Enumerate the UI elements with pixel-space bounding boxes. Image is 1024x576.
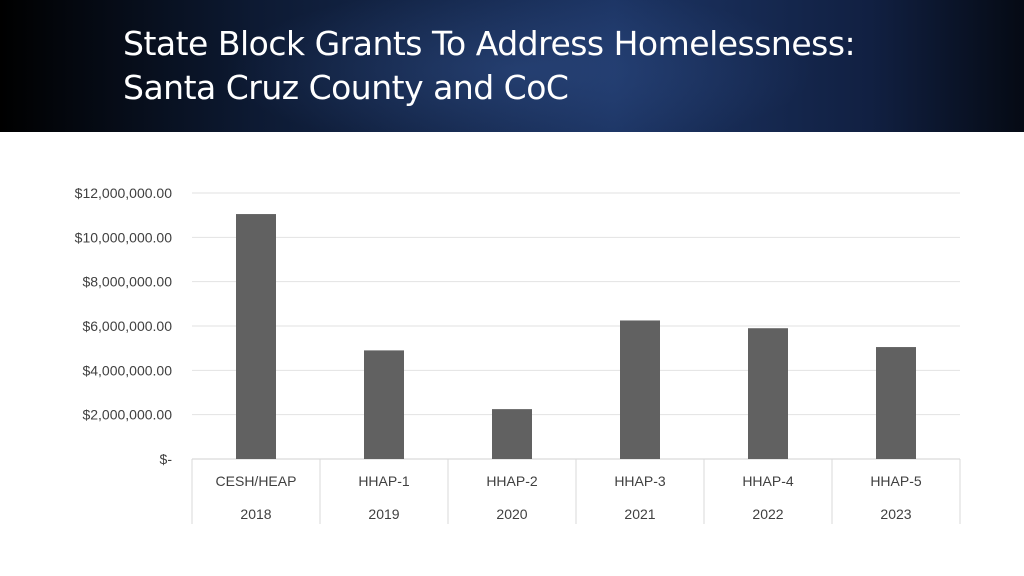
x-year-label: 2023 <box>880 506 911 522</box>
y-tick-label: $10,000,000.00 <box>75 229 173 245</box>
bar <box>748 328 788 459</box>
x-category-label: HHAP-1 <box>358 473 410 489</box>
y-tick-label: $4,000,000.00 <box>82 362 172 378</box>
x-category-label: HHAP-5 <box>870 473 922 489</box>
bars <box>236 214 916 459</box>
x-category-label: HHAP-3 <box>614 473 666 489</box>
bar-chart: $- $2,000,000.00 $4,000,000.00 $6,000,000.0… <box>75 185 961 524</box>
x-year-label: 2020 <box>496 506 527 522</box>
y-axis-tick-labels: $- $2,000,000.00 $4,000,000.00 $6,000,000.0… <box>75 185 173 467</box>
y-tick-label: $- <box>160 451 173 467</box>
gridlines <box>192 192 960 460</box>
bar <box>236 214 276 459</box>
slide-title-line1: State Block Grants To Address Homelessne… <box>123 24 856 63</box>
y-tick-label: $12,000,000.00 <box>75 185 173 201</box>
y-tick-label: $2,000,000.00 <box>82 407 172 423</box>
bar <box>492 409 532 459</box>
bar <box>364 350 404 459</box>
x-category-label: HHAP-4 <box>742 473 794 489</box>
slide-title: State Block Grants To Address Homelessne… <box>123 22 856 110</box>
x-axis-category-table: CESH/HEAP 2018 HHAP-1 2019 HHAP-2 2020 HHAP-3 2… <box>191 459 961 524</box>
x-year-label: 2021 <box>624 506 655 522</box>
x-category-label: CESH/HEAP <box>216 473 297 489</box>
y-tick-label: $8,000,000.00 <box>82 274 172 290</box>
slide-header: State Block Grants To Address Homelessne… <box>0 0 1024 132</box>
bar <box>620 320 660 459</box>
x-year-label: 2019 <box>368 506 399 522</box>
y-tick-label: $6,000,000.00 <box>82 318 172 334</box>
x-category-label: HHAP-2 <box>486 473 538 489</box>
slide-title-line2: Santa Cruz County and CoC <box>123 68 569 107</box>
bar <box>876 347 916 459</box>
header-glow <box>0 0 1024 132</box>
x-year-label: 2022 <box>752 506 783 522</box>
x-year-label: 2018 <box>240 506 271 522</box>
